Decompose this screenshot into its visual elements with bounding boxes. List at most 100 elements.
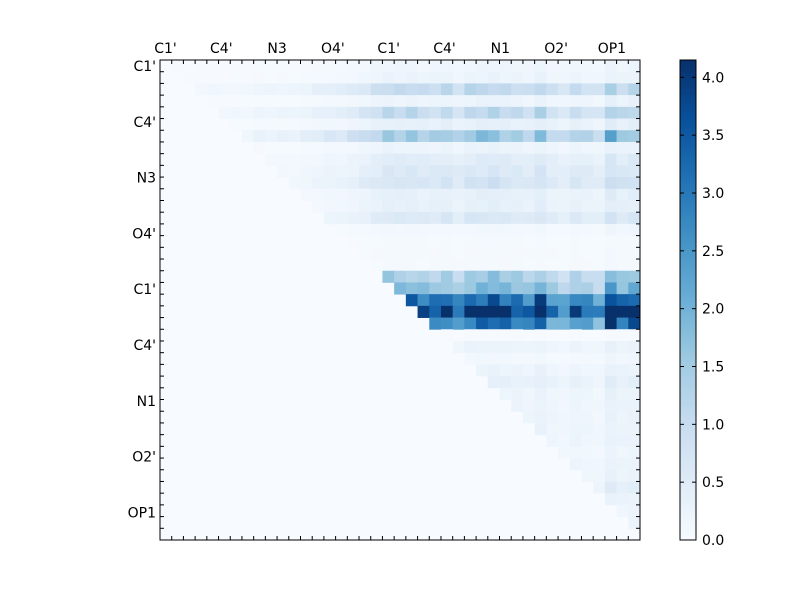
heatmap-cell <box>558 153 571 166</box>
heatmap-cell <box>558 141 571 155</box>
heatmap-cell <box>464 317 477 330</box>
heatmap-cell <box>487 352 500 365</box>
heatmap-cell <box>370 141 383 155</box>
heatmap-cell <box>359 165 372 178</box>
heatmap-cell <box>312 106 325 119</box>
heatmap-cell <box>522 223 536 237</box>
heatmap-cell <box>511 188 524 201</box>
heatmap-cell <box>499 364 512 377</box>
heatmap-cell <box>593 223 606 237</box>
heatmap-cell <box>522 212 536 225</box>
heatmap-cell <box>604 340 617 354</box>
heatmap-cell <box>312 141 325 155</box>
heatmap-cell <box>370 153 383 166</box>
heatmap-cell <box>604 422 617 436</box>
y-tick-label: OP1 <box>128 505 156 521</box>
heatmap-cell <box>569 153 582 166</box>
heatmap-cell <box>429 305 442 318</box>
heatmap-cell <box>335 153 348 166</box>
heatmap-cell <box>581 446 594 459</box>
heatmap-cell <box>323 83 337 96</box>
heatmap-cell <box>604 165 617 178</box>
heatmap-cell <box>230 106 243 119</box>
heatmap-cell <box>405 83 418 96</box>
heatmap-cell <box>323 165 337 178</box>
heatmap-cell <box>628 223 641 237</box>
heatmap-cell <box>300 71 313 84</box>
heatmap-cell <box>323 153 337 166</box>
heatmap-cell <box>382 235 395 248</box>
heatmap-cell <box>534 212 547 225</box>
heatmap-cell <box>417 60 430 73</box>
heatmap-cell <box>440 235 454 248</box>
heatmap-cell <box>581 434 594 447</box>
heatmap-cell <box>534 387 547 400</box>
heatmap-cell <box>464 153 477 166</box>
heatmap-cell <box>628 411 641 424</box>
heatmap-cell <box>593 352 606 365</box>
heatmap-cell <box>429 130 442 143</box>
heatmap-cell <box>628 352 641 365</box>
heatmap-cell <box>476 340 489 354</box>
heatmap-cells <box>160 60 641 540</box>
x-tick-label: C1' <box>154 41 177 57</box>
heatmap-cell <box>616 493 629 506</box>
heatmap-cell <box>569 376 582 389</box>
heatmap-cell <box>558 223 571 237</box>
heatmap-cell <box>476 177 489 190</box>
heatmap-cell <box>476 235 489 248</box>
heatmap-cell <box>487 118 500 131</box>
heatmap-cell <box>616 95 629 108</box>
heatmap-cell <box>452 153 465 166</box>
heatmap-cell <box>522 200 536 213</box>
heatmap-cell <box>429 71 442 84</box>
heatmap-cell <box>347 130 360 143</box>
heatmap-cell <box>604 399 617 412</box>
heatmap-cell <box>499 340 512 354</box>
heatmap-cell <box>487 153 500 166</box>
heatmap-cell <box>440 270 454 283</box>
heatmap-cell <box>487 270 500 283</box>
heatmap-cell <box>581 411 594 424</box>
heatmap-cell <box>323 177 337 190</box>
heatmap-cell <box>382 165 395 178</box>
heatmap-cell <box>616 411 629 424</box>
heatmap-cell <box>394 153 407 166</box>
heatmap-cell <box>288 130 301 143</box>
heatmap-cell <box>499 188 512 201</box>
heatmap-cell <box>628 376 641 389</box>
heatmap-cell <box>604 469 617 482</box>
heatmap-cell <box>511 235 524 248</box>
heatmap-cell <box>604 317 617 330</box>
heatmap-cell <box>628 60 641 73</box>
heatmap-cell <box>628 83 641 96</box>
heatmap-cell <box>534 106 547 119</box>
colorbar-tick-label: 3.5 <box>702 128 724 144</box>
heatmap-cell <box>581 165 594 178</box>
heatmap-cell <box>300 177 313 190</box>
heatmap-cell <box>440 188 454 201</box>
heatmap-cell <box>616 282 629 295</box>
y-tick-label: C4' <box>133 115 156 131</box>
heatmap-cell <box>476 305 489 318</box>
heatmap-cell <box>405 294 418 307</box>
heatmap-cell <box>569 165 582 178</box>
heatmap-cell <box>312 153 325 166</box>
heatmap-cell <box>569 235 582 248</box>
heatmap-cell <box>499 60 512 73</box>
heatmap-cell <box>628 504 641 517</box>
heatmap-cell <box>499 83 512 96</box>
heatmap-cell <box>288 60 301 73</box>
heatmap-cell <box>569 130 582 143</box>
heatmap-cell <box>546 153 559 166</box>
heatmap-cell <box>312 95 325 108</box>
heatmap-cell <box>452 165 465 178</box>
heatmap-cell <box>558 270 571 283</box>
heatmap-cell <box>534 411 547 424</box>
heatmap-cell <box>241 60 255 73</box>
heatmap-cell <box>265 106 278 119</box>
heatmap-cell <box>394 282 407 295</box>
y-tick-label: C1' <box>133 282 156 298</box>
heatmap-cell <box>558 282 571 295</box>
heatmap-cell <box>511 83 524 96</box>
